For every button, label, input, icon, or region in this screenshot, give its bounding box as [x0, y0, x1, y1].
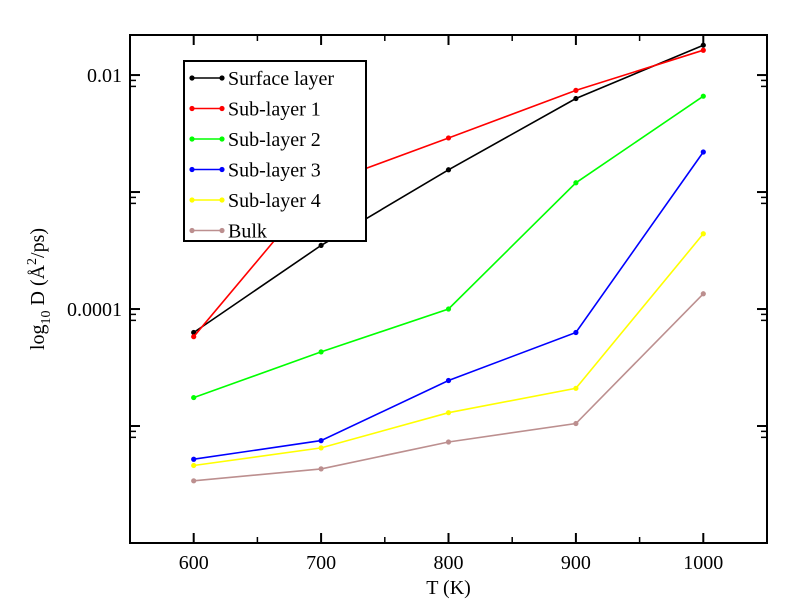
data-point: [573, 329, 579, 336]
y-axis-title-subscript: 10: [39, 311, 54, 325]
series-line: [193, 293, 704, 482]
legend-marker: [189, 105, 195, 112]
data-point: [445, 439, 452, 445]
legend-label: Sub-layer 1: [228, 99, 321, 121]
legend-label: Sub-layer 4: [228, 190, 321, 212]
data-point: [573, 180, 579, 186]
data-point: [191, 329, 197, 336]
data-point: [445, 377, 452, 384]
data-point: [573, 87, 579, 93]
data-point: [445, 135, 452, 141]
y-axis-title: log10 D (Å2/ps): [25, 228, 54, 350]
data-point: [445, 306, 452, 312]
data-point: [318, 445, 324, 451]
series-4: [191, 149, 706, 462]
data-point: [191, 334, 197, 340]
legend-marker: [219, 197, 225, 203]
legend-marker: [189, 197, 195, 203]
legend-marker: [219, 136, 225, 142]
data-point: [573, 420, 579, 427]
data-point: [445, 410, 452, 416]
y-axis-title-unit: Å: [27, 264, 49, 279]
data-point: [700, 93, 706, 99]
x-tick-label: 600: [179, 552, 209, 574]
data-point: [191, 478, 197, 484]
data-point: [318, 438, 324, 444]
x-tick-label: 700: [306, 552, 336, 574]
data-point: [700, 231, 706, 237]
y-axis-title-tail: /ps): [27, 228, 49, 258]
data-point: [191, 462, 197, 469]
legend-marker: [189, 136, 195, 142]
legend-marker: [189, 166, 195, 173]
x-tick-label: 1000: [683, 552, 723, 574]
data-point: [191, 394, 197, 401]
legend-marker: [219, 105, 225, 112]
legend: Surface layer Sub-layer 1 Sub-layer 2 Sub-l…: [183, 60, 367, 243]
data-point: [700, 42, 706, 48]
legend-label: Sub-layer 2: [228, 129, 321, 151]
y-tick-label: 0.01: [87, 65, 122, 87]
x-tick-label: 800: [434, 552, 464, 574]
legend-box: [183, 60, 367, 242]
data-point: [700, 47, 706, 53]
data-point: [700, 291, 706, 297]
series-3: [191, 93, 706, 401]
data-point: [318, 466, 324, 472]
y-axis-title-prefix: log: [27, 325, 49, 351]
series-line: [193, 233, 704, 467]
y-tick-label: 0.0001: [67, 299, 122, 321]
data-point: [318, 349, 324, 355]
legend-marker: [219, 166, 225, 173]
legend-label: Bulk: [228, 221, 267, 243]
legend-marker: [219, 75, 225, 81]
x-axis-title: T (K): [426, 577, 471, 599]
y-axis-title-superscript: 2: [25, 258, 40, 265]
series-5: [191, 231, 706, 469]
y-axis-title-mid: D (: [27, 279, 49, 310]
tick-labels: 600 700 800 900 1000 0.0001 0.01: [67, 65, 723, 574]
legend-label: Sub-layer 3: [228, 160, 321, 182]
data-point: [445, 167, 452, 173]
series-1: [191, 42, 706, 336]
x-tick-label: 900: [561, 552, 591, 574]
data-point: [191, 456, 197, 462]
data-point: [318, 242, 324, 248]
plot-frame: [129, 34, 768, 544]
legend-label: Surface layer: [228, 68, 334, 90]
data-point: [573, 385, 579, 391]
data-point: [700, 149, 706, 155]
legend-marker: [219, 227, 225, 234]
data-point: [573, 95, 579, 102]
series-6: [191, 291, 706, 484]
legend-marker: [189, 75, 195, 81]
legend-marker: [189, 227, 195, 234]
